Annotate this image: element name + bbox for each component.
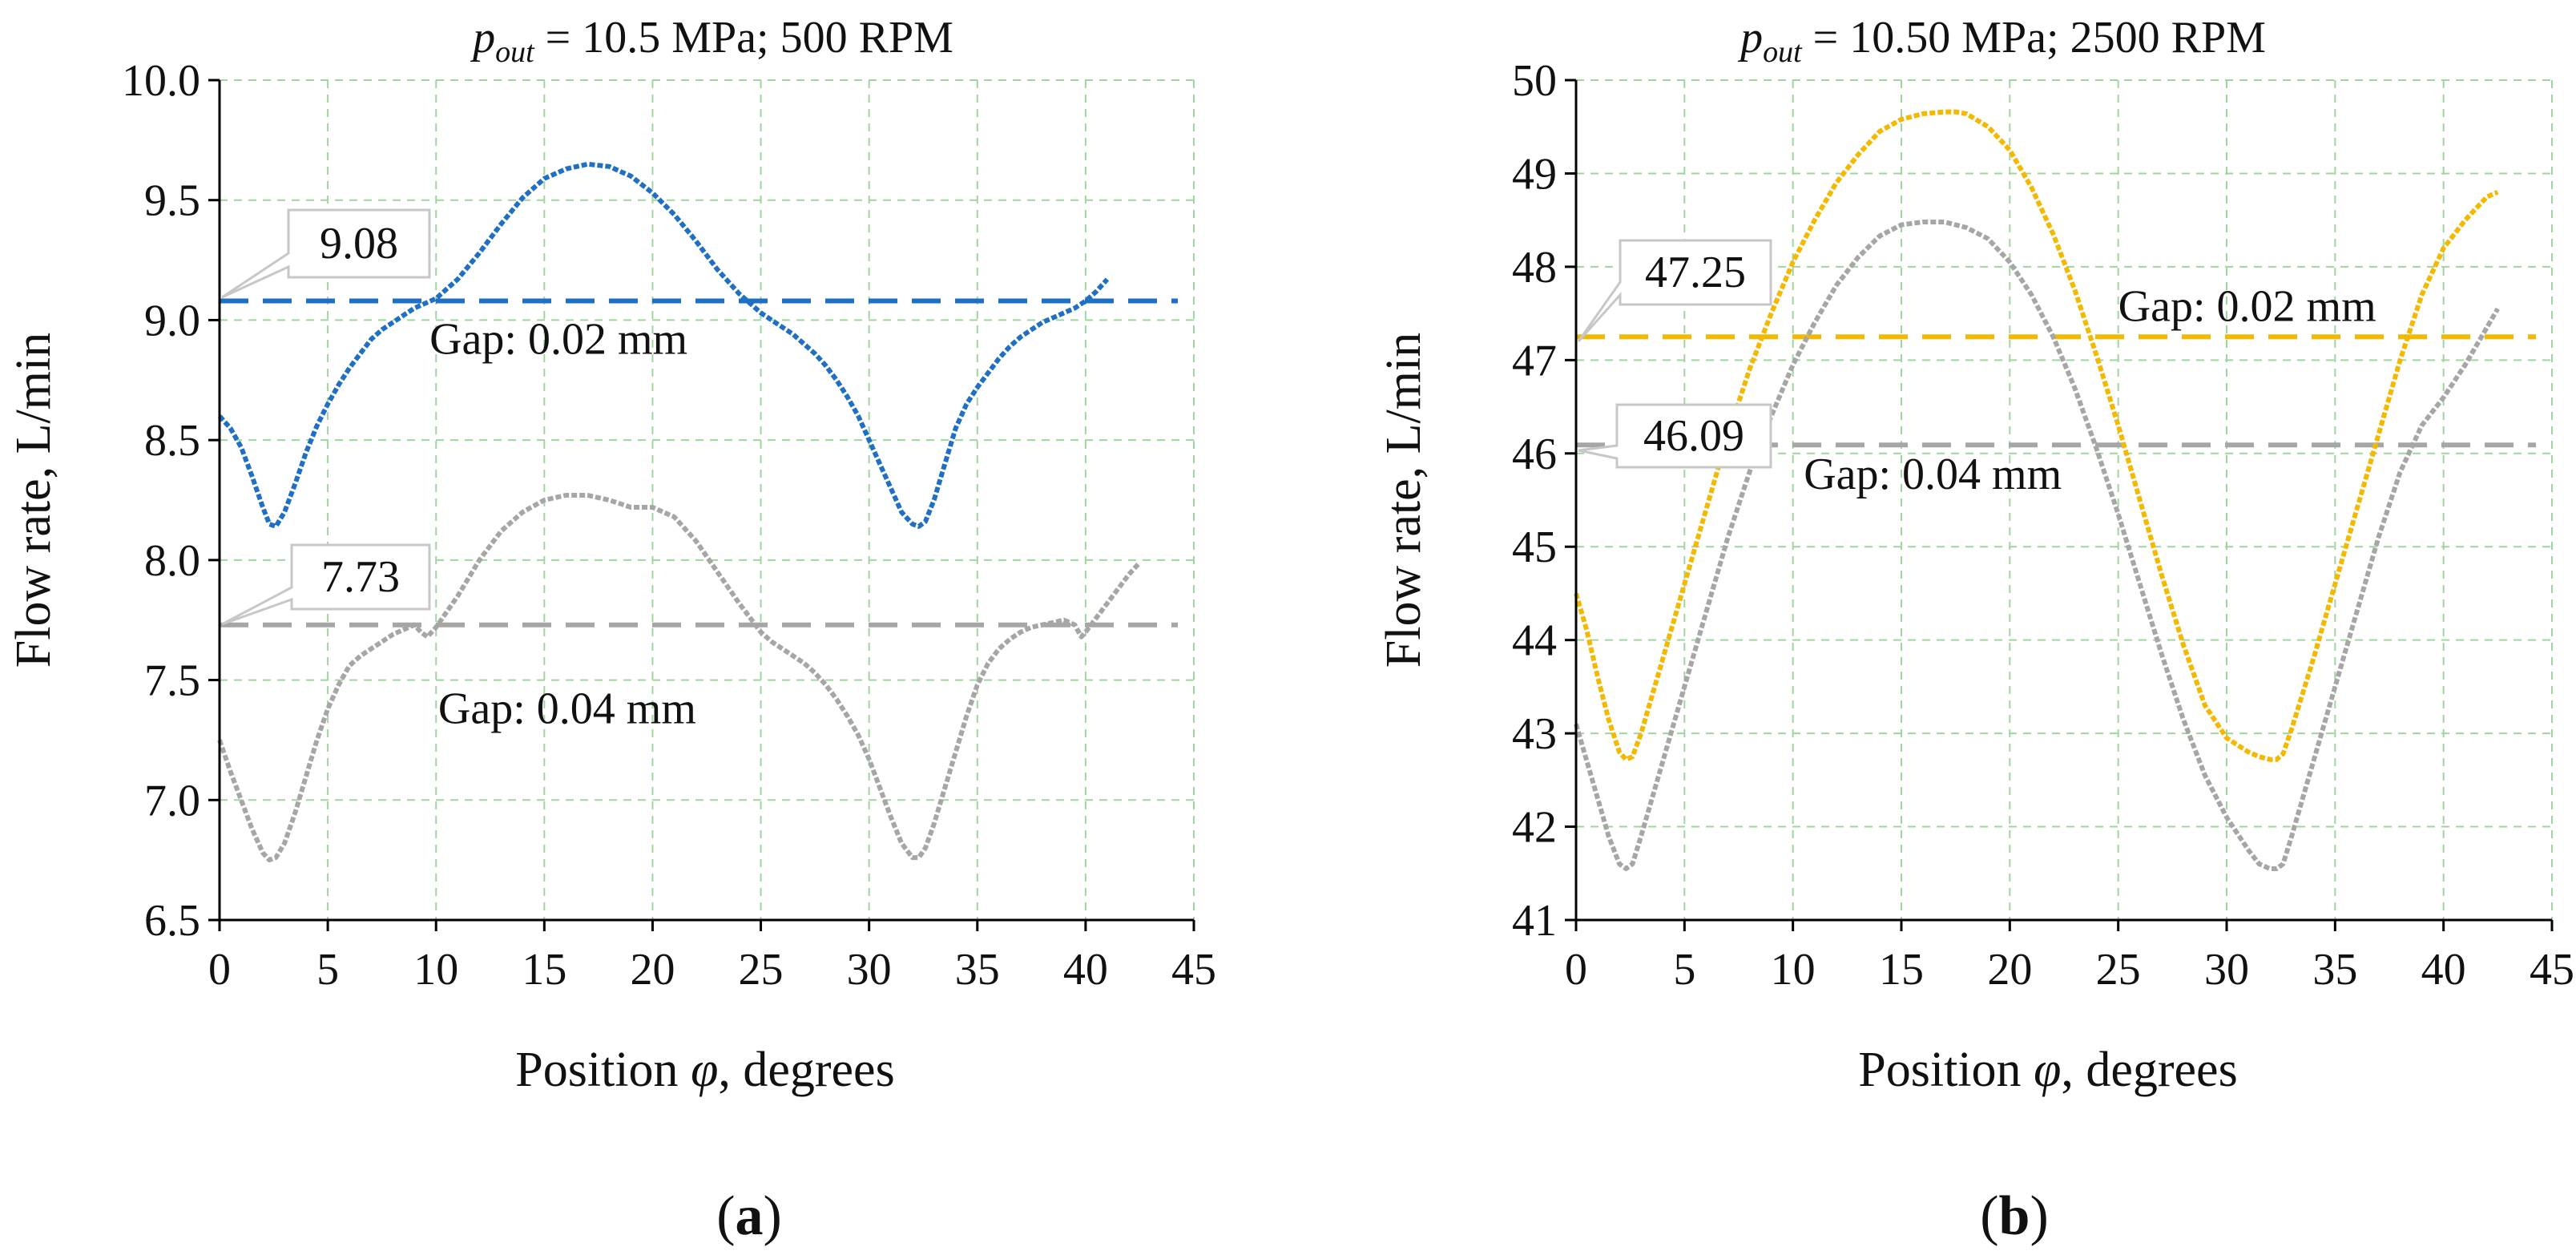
panel-a: pout = 10.5 MPa; 500 RPM 0 5 10 15 20 25 30 35 4… (6, 13, 1216, 1247)
x-tick-label: 40 (1063, 945, 1108, 995)
y-tick-label: 49 (1512, 149, 1557, 199)
title-rest: = 10.5 MPa; 500 RPM (534, 13, 953, 63)
reference-lines (220, 298, 1178, 627)
x-tick-label: 45 (2530, 945, 2574, 995)
x-tick-label: 20 (630, 945, 675, 995)
y-tick-label: 43 (1512, 709, 1557, 759)
series-label-gap-002: Gap: 0.02 mm (429, 314, 687, 364)
y-tick-label: 41 (1512, 896, 1557, 946)
x-axis-label: Position φ, degrees (1858, 1043, 2237, 1097)
chart-title: pout = 10.5 MPa; 500 RPM (470, 13, 953, 69)
y-tick-label: 9.0 (144, 296, 200, 345)
y-tick-label: 45 (1512, 523, 1557, 572)
grid (220, 79, 1195, 920)
x-tick-label: 25 (739, 945, 784, 995)
series-line (217, 493, 1142, 863)
callout-box (1577, 239, 1772, 343)
callout-text: 7.73 (321, 552, 400, 602)
panel-label: (b) (1980, 1185, 2049, 1247)
y-tick-label: 7.5 (144, 656, 200, 706)
y-tick-label: 8.0 (144, 536, 200, 586)
y-tick-label: 46 (1512, 430, 1557, 479)
y-tick-label: 9.5 (144, 176, 200, 226)
y-tick-label: 42 (1512, 803, 1557, 853)
series-group (217, 161, 1142, 863)
callout-box (1578, 403, 1772, 469)
y-tick-label: 44 (1512, 616, 1557, 666)
x-tick-label: 40 (2421, 945, 2466, 995)
panel-label: (a) (716, 1185, 782, 1247)
callout-7-73: 7.73 (221, 543, 431, 626)
callout-9-08: 9.08 (221, 208, 431, 299)
x-tick-label: 20 (1987, 945, 2032, 995)
x-tick-label: 30 (2204, 945, 2249, 995)
x-tick-label: 15 (522, 945, 566, 995)
y-tick-label: 50 (1512, 56, 1557, 106)
title-rest: = 10.50 MPa; 2500 RPM (1802, 13, 2266, 63)
y-tick-label: 7.0 (144, 776, 200, 825)
x-tick-label: 10 (1771, 945, 1816, 995)
y-tick-label: 6.5 (144, 896, 200, 946)
y-axis-label: Flow rate, L/min (6, 333, 61, 668)
x-tick-label: 45 (1171, 945, 1216, 995)
x-tick-label: 30 (847, 945, 892, 995)
callout-text: 46.09 (1643, 411, 1744, 461)
series-line (217, 161, 1110, 529)
callout-text: 9.08 (320, 219, 398, 268)
x-tick-label: 35 (955, 945, 1000, 995)
axes: 0 5 10 15 20 25 30 35 40 45 6.5 7.0 7.5 8.0 8.5 9.0 9.5… (122, 56, 1216, 995)
panel-b: pout = 10.50 MPa; 2500 RPM 0 5 10 15 20 25 30 3… (1377, 13, 2574, 1247)
title-symbol: p (1737, 13, 1763, 63)
x-tick-label: 15 (1879, 945, 1924, 995)
callout-text: 47.25 (1645, 248, 1746, 297)
y-tick-label: 8.5 (144, 416, 200, 466)
y-tick-label: 10.0 (122, 56, 200, 106)
y-axis-label: Flow rate, L/min (1377, 333, 1431, 668)
chart-title: pout = 10.50 MPa; 2500 RPM (1737, 13, 2266, 69)
x-tick-label: 0 (1565, 945, 1587, 995)
title-symbol: p (470, 13, 495, 63)
grid (1576, 79, 2553, 920)
series-label-gap-002: Gap: 0.02 mm (2118, 281, 2376, 331)
series-label-gap-004: Gap: 0.04 mm (438, 684, 696, 733)
y-tick-label: 48 (1512, 243, 1557, 293)
x-axis-label: Position φ, degrees (515, 1043, 894, 1097)
x-tick-label: 25 (2096, 945, 2141, 995)
callout-box (221, 208, 431, 299)
x-tick-label: 0 (208, 945, 231, 995)
x-tick-label: 5 (1673, 945, 1695, 995)
y-tick-label: 47 (1512, 336, 1557, 385)
callout-box (221, 543, 431, 626)
title-subscript: out (1763, 35, 1803, 69)
series-label-gap-004: Gap: 0.04 mm (1804, 450, 2062, 499)
x-tick-label: 10 (413, 945, 458, 995)
x-tick-label: 35 (2312, 945, 2357, 995)
series-group (1574, 109, 2500, 871)
title-subscript: out (495, 35, 535, 69)
callout-47-25: 47.25 (1577, 239, 1772, 343)
x-tick-label: 5 (316, 945, 339, 995)
axes: 0 5 10 15 20 25 30 35 40 45 41 42 43 44 45 46 47 48 49 50 (1512, 56, 2574, 995)
series-line (1574, 220, 2500, 871)
callout-46-09: 46.09 (1578, 403, 1772, 469)
series-line (1574, 109, 2499, 762)
